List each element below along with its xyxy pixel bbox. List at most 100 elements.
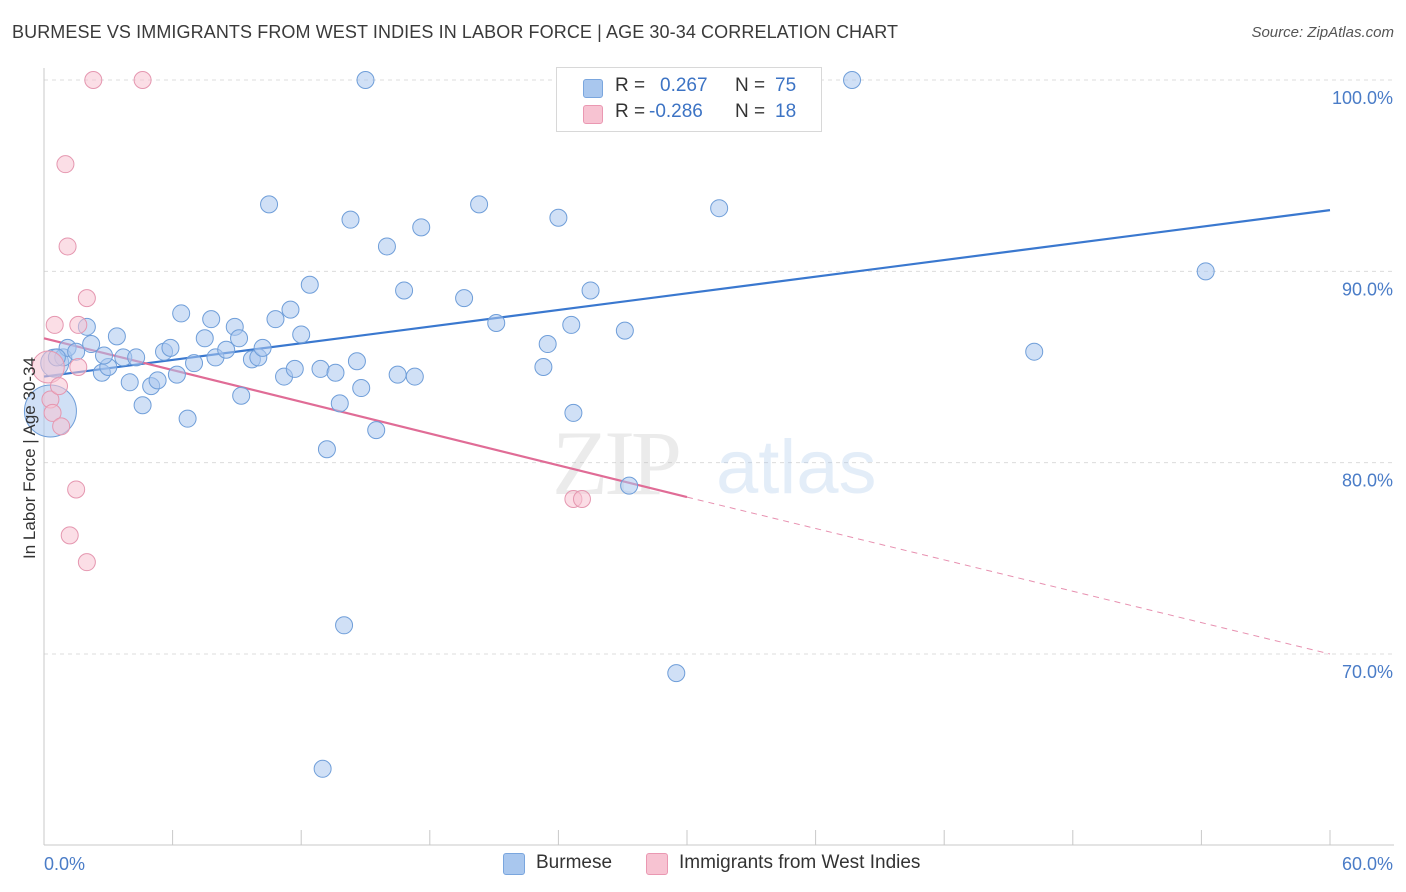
legend-r-value: 0.267 — [660, 75, 708, 96]
burmese-point — [470, 195, 489, 214]
burmese-point — [388, 365, 407, 384]
burmese-point — [127, 348, 146, 367]
burmese-point — [562, 315, 581, 334]
legend-swatch-burmese — [503, 853, 525, 875]
burmese-point — [300, 275, 319, 294]
x-tick-label: 60.0% — [1342, 854, 1393, 874]
burmese-point — [95, 346, 114, 365]
burmese-point — [230, 329, 249, 348]
burmese-point — [564, 403, 583, 422]
burmese-point — [405, 367, 424, 386]
burmese-point — [232, 386, 251, 405]
burmese-point — [172, 304, 191, 323]
west-indies-point — [45, 315, 64, 334]
burmese-point — [311, 359, 330, 378]
trend-line-0 — [43, 209, 1331, 378]
y-axis-label: In Labor Force | Age 30-34 — [20, 357, 39, 559]
west-indies-point — [56, 155, 75, 174]
burmese-point — [843, 71, 862, 89]
axes — [43, 68, 1394, 846]
trend-line-1 — [43, 337, 688, 499]
burmese-point — [341, 210, 360, 229]
burmese-point — [367, 421, 386, 440]
y-tick-label: 80.0% — [1342, 471, 1393, 491]
burmese-point — [133, 396, 152, 415]
burmese-point — [615, 321, 634, 340]
stats-legend: R = 0.267 N = 75 R = -0.286 N = 18 — [556, 67, 822, 132]
burmese-point — [317, 440, 336, 459]
series-legend: Burmese Immigrants from West Indies — [0, 851, 1406, 879]
burmese-point — [120, 373, 139, 392]
west-indies-point — [50, 377, 69, 396]
burmese-point — [253, 338, 272, 357]
burmese-point — [347, 352, 366, 371]
y-tick-label: 100.0% — [1332, 88, 1393, 108]
burmese-point — [161, 338, 180, 357]
west-indies-point — [77, 289, 96, 308]
burmese-point — [538, 335, 557, 354]
burmese-point — [352, 379, 371, 398]
burmese-point — [195, 329, 214, 348]
chart-title: BURMESE VS IMMIGRANTS FROM WEST INDIES I… — [12, 22, 899, 42]
burmese-point — [148, 371, 167, 390]
burmese-point — [107, 327, 126, 346]
west-indies-point — [77, 553, 96, 572]
burmese-point — [217, 340, 236, 359]
burmese-point — [281, 300, 300, 319]
legend-label-west-indies: Immigrants from West Indies — [679, 852, 921, 873]
burmese-point — [581, 281, 600, 300]
burmese-point — [178, 409, 197, 428]
burmese-point — [67, 342, 86, 361]
data-points — [23, 71, 1215, 778]
burmese-point — [167, 365, 186, 384]
x-tick-label: 0.0% — [44, 854, 85, 874]
burmese-point — [313, 759, 332, 778]
burmese-point — [330, 394, 349, 413]
west-indies-point — [60, 526, 79, 545]
burmese-point — [356, 71, 375, 89]
burmese-point — [335, 616, 354, 635]
burmese-point — [82, 335, 101, 354]
legend-r-label: R = — [615, 101, 646, 122]
burmese-point — [1196, 262, 1215, 281]
west-indies-point — [58, 237, 77, 256]
source-label: Source: ZipAtlas.com — [1251, 24, 1394, 41]
legend-n-value: 75 — [775, 75, 797, 96]
burmese-point — [620, 476, 639, 495]
y-tick-label: 70.0% — [1342, 662, 1393, 682]
legend-swatch-west-indies — [583, 105, 603, 124]
west-indies-point — [572, 490, 591, 509]
burmese-point — [395, 281, 414, 300]
watermark: ZIP atlas — [552, 412, 877, 514]
burmese-point — [326, 363, 345, 382]
trend-lines — [43, 209, 1331, 655]
legend-r-value: -0.286 — [649, 101, 703, 122]
legend-n-label: N = — [735, 75, 766, 96]
legend-swatch-west-indies — [646, 853, 668, 875]
burmese-point — [377, 237, 396, 256]
burmese-point — [534, 358, 553, 376]
west-indies-point — [43, 403, 62, 422]
burmese-point — [185, 354, 204, 373]
trend-line-extension — [686, 496, 1331, 655]
west-indies-point — [31, 350, 65, 384]
west-indies-point — [52, 417, 71, 436]
legend-label-burmese: Burmese — [536, 852, 613, 873]
legend-n-label: N = — [735, 101, 766, 122]
gridlines — [44, 79, 1395, 655]
burmese-point — [285, 359, 304, 378]
burmese-point — [412, 218, 431, 237]
west-indies-point — [133, 71, 152, 89]
legend-swatch-burmese — [583, 79, 603, 98]
tick-labels: 100.0% 90.0% 80.0% 70.0% 0.0% 60.0% — [44, 88, 1393, 874]
watermark-atlas: atlas — [716, 425, 877, 510]
burmese-point — [266, 310, 285, 329]
burmese-point — [1025, 342, 1044, 361]
y-tick-label: 90.0% — [1342, 279, 1393, 299]
west-indies-point — [69, 358, 88, 376]
west-indies-point — [69, 315, 88, 334]
burmese-point — [549, 208, 568, 227]
burmese-point — [260, 195, 279, 214]
burmese-point — [667, 664, 686, 683]
